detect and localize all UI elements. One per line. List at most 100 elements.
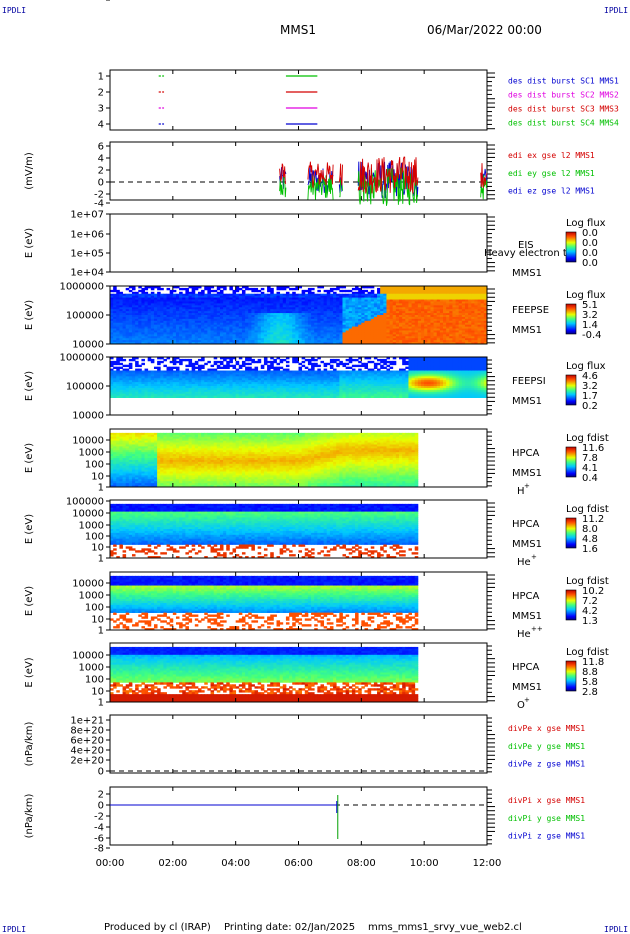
- feepse-cell: [345, 309, 350, 312]
- feepse-cell: [185, 322, 189, 326]
- feepse-cell: [207, 340, 211, 343]
- feepse-cell: [122, 307, 127, 310]
- feepse-cell: [285, 342, 290, 345]
- feepse-cell: [351, 334, 356, 337]
- feepse-cell: [364, 318, 369, 322]
- feepse-cell: [163, 315, 167, 318]
- feepse-cell: [110, 332, 114, 335]
- feepsi-cell: [307, 362, 312, 366]
- feepse-cell: [329, 287, 334, 291]
- feepsi-cell: [348, 360, 353, 364]
- feepse-cell: [298, 305, 303, 308]
- feepse-cell: [392, 326, 397, 329]
- feepse-cell: [235, 338, 240, 341]
- feepse-cell: [361, 293, 365, 297]
- feepse-cell: [424, 309, 428, 312]
- feepse-cell: [147, 295, 152, 298]
- feepse-cell: [135, 318, 139, 322]
- feepse-cell: [185, 301, 189, 304]
- feepse-cell: [172, 315, 177, 318]
- feepse-cell: [395, 293, 400, 297]
- feepse-cell: [320, 295, 325, 298]
- feepse-cell: [377, 305, 381, 308]
- feepse-cell: [131, 309, 136, 312]
- feepse-cell: [197, 328, 202, 331]
- feepse-cell: [421, 320, 425, 324]
- feepse-cell: [430, 320, 434, 324]
- feepse-cell: [389, 287, 394, 291]
- feepse-cell: [125, 307, 130, 310]
- feepse-cell: [298, 299, 303, 302]
- feepse-cell: [125, 293, 130, 297]
- feepse-cell: [351, 291, 356, 295]
- feepse-cell: [433, 287, 438, 291]
- feepse-cell: [380, 305, 384, 308]
- feepse-cell: [257, 309, 262, 312]
- feepse-cell: [461, 289, 466, 293]
- feepse-cell: [358, 320, 362, 324]
- feepse-cell: [216, 303, 221, 306]
- feepse-cell: [235, 328, 240, 331]
- feepse-cell: [153, 315, 158, 318]
- feepse-cell: [251, 328, 255, 331]
- feepse-cell: [449, 338, 453, 341]
- feepse-cell: [254, 326, 259, 329]
- feepse-cell: [260, 338, 265, 341]
- feepse-cell: [166, 318, 171, 322]
- feepse-cell: [175, 336, 180, 339]
- feepse-cell: [402, 342, 406, 345]
- feepse-cell: [229, 297, 233, 300]
- feepsi-cell: [110, 395, 114, 398]
- feepse-cell: [358, 293, 362, 297]
- feepse-cell: [172, 286, 177, 289]
- feepse-cell: [295, 305, 299, 308]
- feepse-cell: [251, 289, 255, 293]
- feepse-cell: [182, 307, 186, 310]
- feepse-cell: [267, 307, 271, 310]
- feepse-cell: [245, 307, 249, 310]
- feepse-cell: [358, 318, 362, 322]
- feepse-cell: [191, 287, 196, 291]
- feepse-cell: [392, 318, 397, 322]
- feepse-cell: [446, 301, 450, 304]
- feepse-cell: [235, 336, 240, 339]
- feepse-cell: [449, 342, 453, 345]
- feepse-cell: [408, 334, 412, 337]
- feepse-cell: [131, 315, 136, 318]
- feepse-cell: [163, 324, 167, 327]
- feepsi-cell: [119, 395, 123, 398]
- feepse-cell: [348, 342, 353, 345]
- feepse-cell: [273, 328, 277, 331]
- feepse-cell: [424, 315, 428, 318]
- feepse-cell: [320, 301, 325, 304]
- feepse-cell: [355, 326, 359, 329]
- feepse-cell: [439, 342, 444, 345]
- feepse-cell: [436, 299, 441, 302]
- feepse-cell: [160, 332, 164, 335]
- feepse-cell: [326, 342, 331, 345]
- feepsi-cell: [333, 360, 337, 364]
- feepse-cell: [191, 340, 196, 343]
- feepse-cell: [439, 311, 444, 314]
- eis-sc-label: MMS1: [512, 268, 542, 279]
- feepse-cell: [342, 297, 347, 300]
- feepse-cell: [348, 303, 353, 306]
- feepsi-cell: [257, 360, 262, 364]
- feepse-cell: [191, 330, 196, 333]
- feepse-cell: [219, 322, 224, 326]
- feepse-cell: [307, 307, 312, 310]
- feepse-cell: [304, 342, 309, 345]
- feepse-cell: [235, 334, 240, 337]
- feepse-cell: [289, 293, 293, 297]
- feepse-cell: [386, 295, 391, 298]
- feepsi-cell: [125, 395, 130, 398]
- feepse-cell: [229, 336, 233, 339]
- feepse-cell: [370, 286, 375, 289]
- feepse-cell: [367, 301, 372, 304]
- feepse-cell: [267, 297, 271, 300]
- feepse-cell: [311, 320, 315, 324]
- feepse-cell: [226, 295, 230, 298]
- feepse-cell: [276, 311, 281, 314]
- feepse-cell: [188, 293, 193, 297]
- feepse-cell: [421, 289, 425, 293]
